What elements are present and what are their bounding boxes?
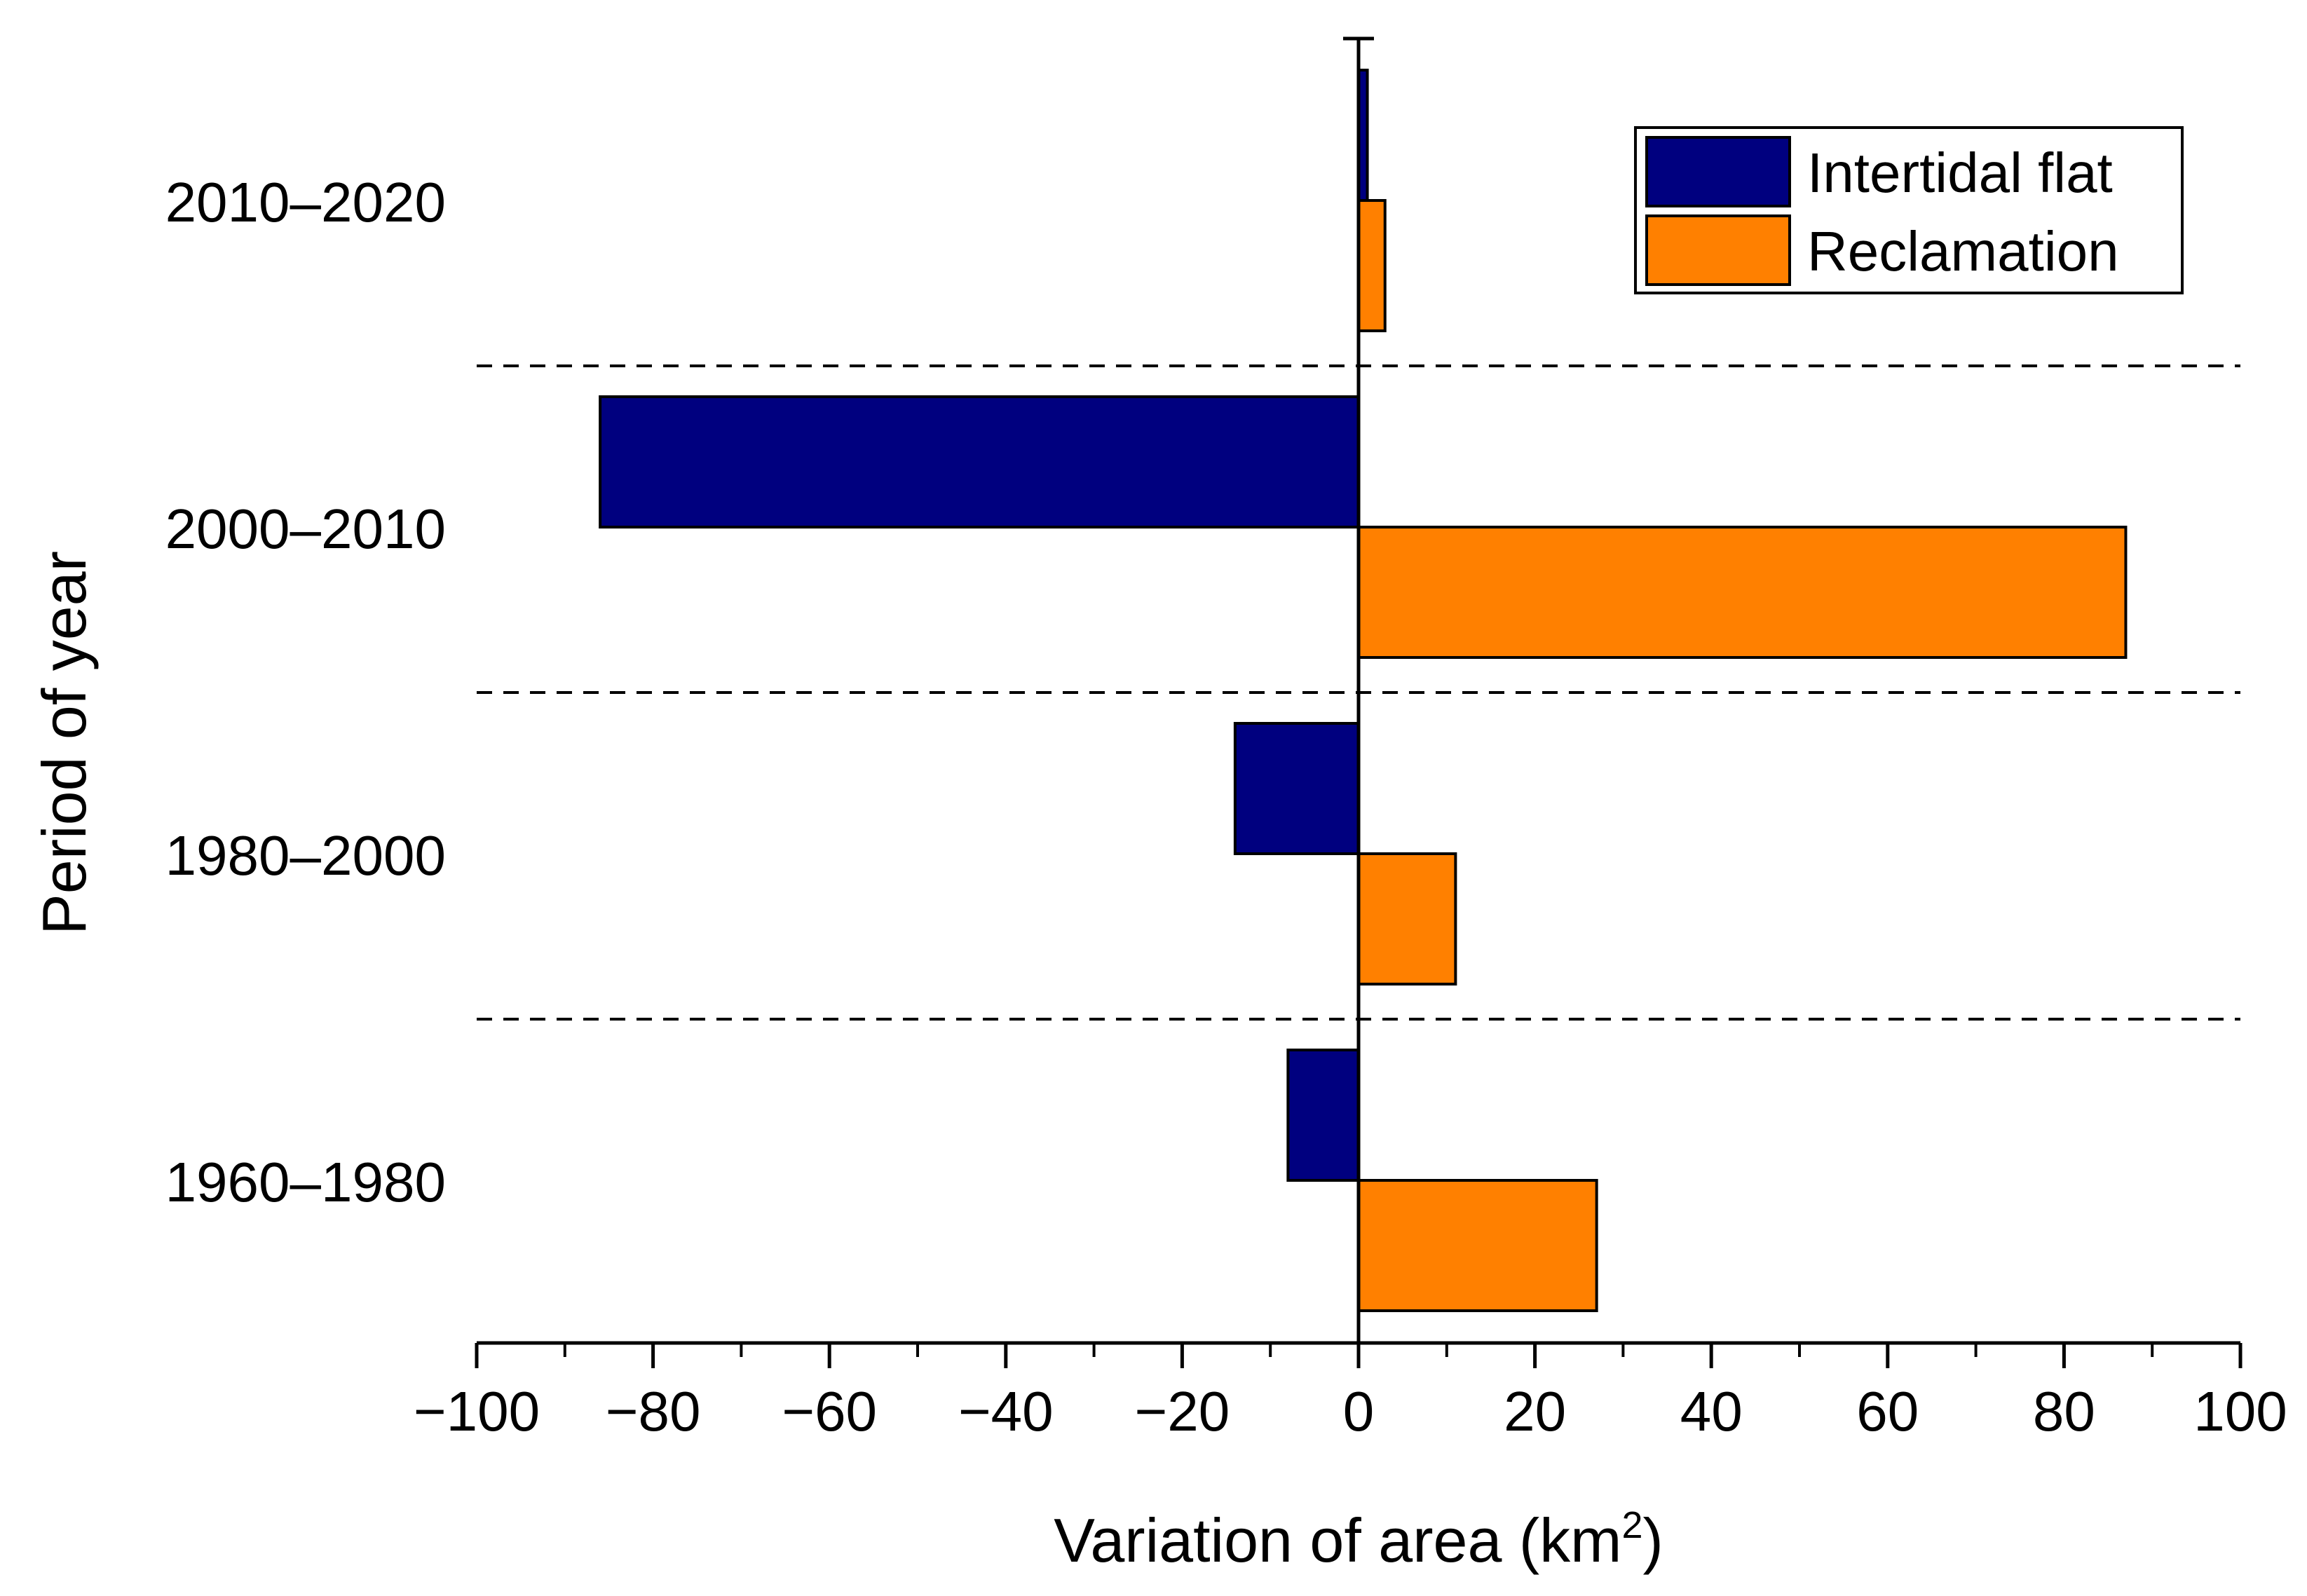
x-tick-label-9: 80 (2033, 1380, 2095, 1442)
x-tick-label-10: 100 (2193, 1380, 2287, 1442)
x-axis-title: Variation of area (km2) (1054, 1504, 1663, 1575)
x-axis-title-end: ) (1643, 1506, 1663, 1575)
x-axis-title-superscript: 2 (1621, 1504, 1642, 1546)
x-axis-title-main: Variation of area (km (1054, 1506, 1621, 1575)
legend-label-reclamation: Reclamation (1807, 220, 2119, 282)
x-tick-label-0: −100 (414, 1380, 540, 1442)
x-ticks: −100 −80 −60 −40 −20 0 20 40 60 80 100 (414, 1343, 2287, 1442)
category-label-1: 2000–2010 (165, 498, 446, 560)
x-tick-label-4: −20 (1135, 1380, 1230, 1442)
legend-label-intertidal-flat: Intertidal flat (1807, 142, 2113, 204)
y-axis-title: Period of year (29, 551, 99, 935)
x-tick-label-2: −60 (782, 1380, 877, 1442)
bar-intertidal-flat-3 (1286, 1049, 1360, 1182)
bar-reclamation-3 (1357, 1179, 1598, 1312)
legend: Intertidal flat Reclamation (1634, 126, 2184, 294)
legend-swatch-reclamation (1645, 214, 1791, 286)
category-label-2: 1980–2000 (165, 824, 446, 887)
legend-swatch-intertidal-flat (1645, 136, 1791, 207)
category-label-0: 2010–2020 (165, 171, 446, 233)
y-category-labels: 2010–2020 2000–2010 1980–2000 1960–1980 (165, 171, 446, 1213)
x-tick-label-5: 0 (1343, 1380, 1375, 1442)
bar-reclamation-1 (1357, 526, 2128, 659)
x-tick-label-7: 40 (1680, 1380, 1743, 1442)
bar-intertidal-flat-2 (1233, 722, 1360, 855)
x-tick-label-6: 20 (1504, 1380, 1566, 1442)
bar-reclamation-0 (1357, 199, 1387, 332)
bar-intertidal-flat-1 (599, 395, 1360, 528)
x-tick-label-8: 60 (1856, 1380, 1919, 1442)
x-tick-label-1: −80 (606, 1380, 701, 1442)
category-label-3: 1960–1980 (165, 1151, 446, 1213)
bar-reclamation-2 (1357, 852, 1457, 985)
x-tick-label-3: −40 (958, 1380, 1054, 1442)
bars (599, 69, 2128, 1312)
